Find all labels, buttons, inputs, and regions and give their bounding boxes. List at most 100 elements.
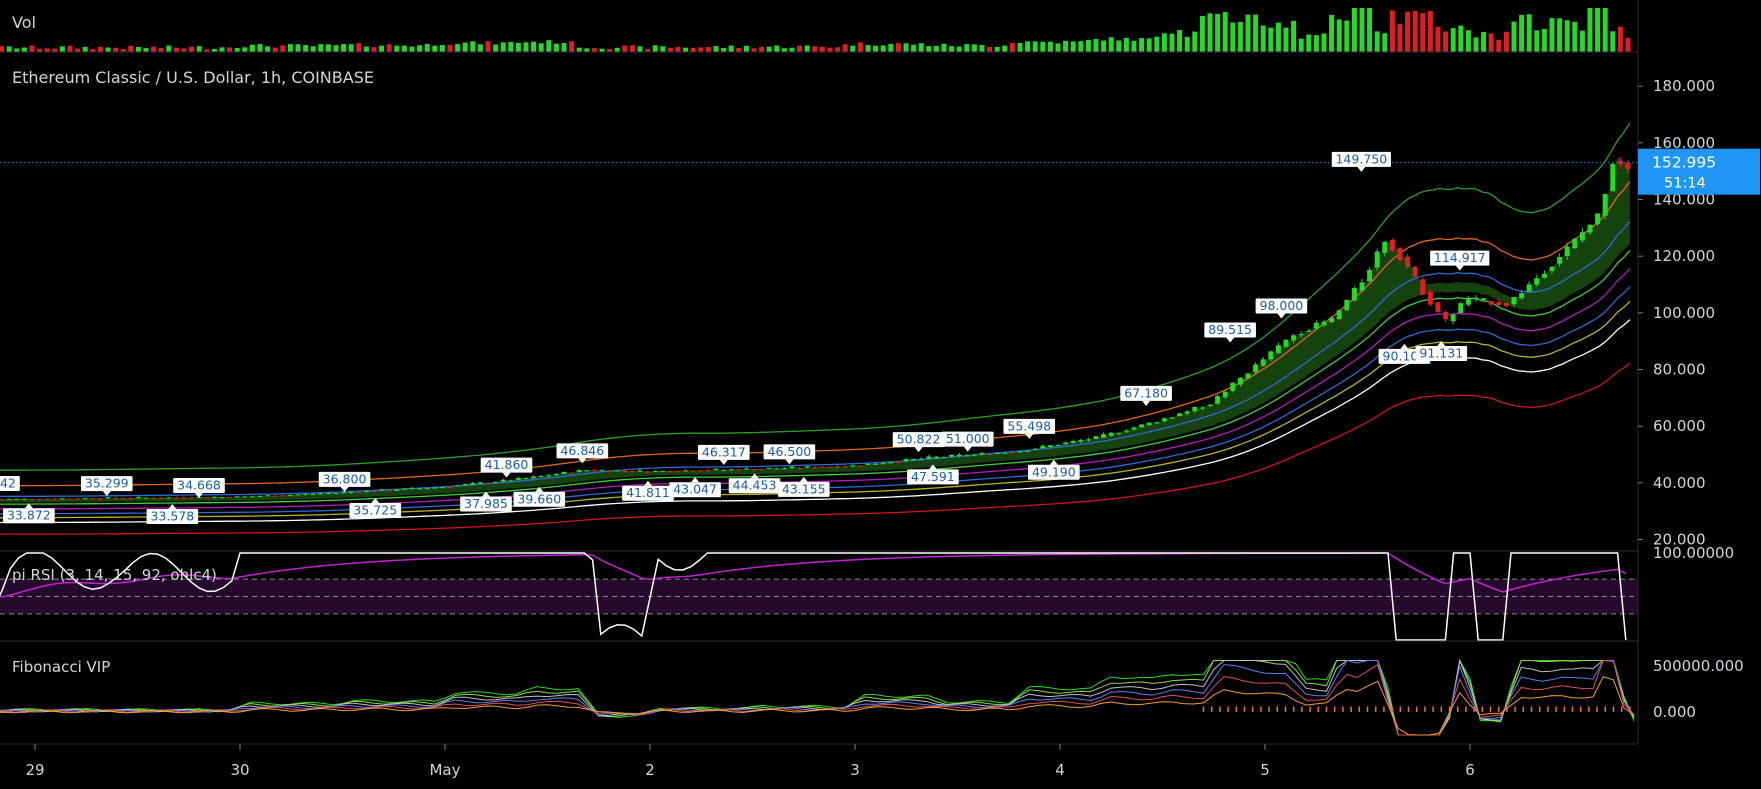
volume-bar: [1351, 8, 1357, 52]
price-label-text: 55.498: [1007, 418, 1051, 433]
volume-bar: [956, 46, 962, 52]
candle-body: [1169, 417, 1175, 419]
price-label-box: [318, 471, 371, 487]
price-label-pointer: [535, 486, 544, 492]
volume-bar: [447, 44, 453, 52]
candle-body: [895, 461, 901, 463]
candle-body: [1511, 297, 1517, 305]
fibonacci-pane: [0, 658, 1635, 736]
candle-body: [120, 498, 126, 500]
volume-bar: [1291, 20, 1297, 52]
trend-fill-area: [0, 157, 1630, 503]
volume-bar: [911, 44, 917, 52]
candle-body: [204, 497, 210, 499]
price-label-box: [480, 457, 533, 473]
candle-body: [173, 497, 179, 499]
fibonacci-pane-label[interactable]: Fibonacci VIP: [12, 658, 111, 676]
price-label-pointer: [691, 477, 700, 483]
volume-bar: [272, 47, 278, 52]
candle-body: [1230, 382, 1236, 391]
volume-bar: [1002, 45, 1008, 52]
price-label: 46.317: [698, 444, 750, 465]
volume-bar: [1101, 40, 1107, 52]
price-label-box: [669, 482, 721, 498]
candle-body: [1040, 445, 1046, 449]
candle-body: [880, 463, 886, 465]
candle-body: [721, 469, 727, 471]
volume-bar: [1275, 22, 1281, 52]
volume-bar: [37, 48, 43, 52]
last-price-countdown: 51:14: [1664, 176, 1706, 192]
volume-bar: [1116, 40, 1122, 52]
volume-bar: [1541, 29, 1547, 52]
candle-body: [211, 497, 217, 499]
symbol-title[interactable]: Ethereum Classic / U.S. Dollar, 1h, COIN…: [12, 68, 374, 87]
fib-line: [0, 676, 1635, 736]
candle-body: [1579, 232, 1585, 241]
price-label: 49.190: [1028, 459, 1080, 480]
candle-body: [477, 482, 483, 484]
volume-bar: [774, 45, 780, 52]
candle-body: [1002, 452, 1008, 454]
volume-bar: [1595, 8, 1601, 52]
candle-body: [789, 466, 795, 469]
price-tick-label: 40.000: [1653, 474, 1706, 492]
volume-bar: [1199, 16, 1205, 52]
candle-body: [363, 490, 369, 492]
price-axis[interactable]: 20.000 40.000 60.000 80.000 100.000 120.000 14…: [1638, 77, 1744, 721]
candle-body: [1017, 451, 1023, 453]
time-axis[interactable]: 29 30 May 2 3 4 5 6: [25, 744, 1475, 779]
volume-bar: [546, 40, 552, 52]
price-label: 43.155: [777, 476, 830, 497]
volume-bar: [1336, 19, 1342, 53]
price-label: 149.750: [1331, 151, 1391, 172]
candle-body: [1199, 407, 1205, 409]
price-label-text: 36.800: [323, 471, 367, 486]
candle-body: [21, 498, 27, 500]
candle-body: [1245, 373, 1251, 379]
price-label: 39.660: [513, 486, 566, 507]
volume-bar: [242, 47, 248, 52]
volume-bar: [325, 44, 331, 52]
candle-body: [1298, 334, 1304, 336]
candle-body: [926, 456, 932, 459]
price-tick-label: 160.000: [1653, 134, 1715, 152]
volume-bar: [781, 48, 787, 52]
volume-bar: [561, 43, 567, 52]
volume-bar: [903, 43, 909, 52]
price-label: 46.846: [556, 443, 609, 464]
rsi-pane-label[interactable]: pi RSI (3, 14, 15, 92, ohlc4): [12, 566, 217, 584]
candle-body: [1116, 432, 1122, 434]
candle-body: [29, 499, 35, 501]
price-label: 41.811: [622, 480, 674, 501]
candle-body: [447, 486, 453, 488]
volume-bar: [987, 46, 993, 52]
volume-bar: [766, 46, 772, 52]
volume-bar: [1123, 37, 1129, 52]
candle-body: [523, 478, 529, 480]
price-label-box: [1415, 345, 1468, 361]
candle-body: [1237, 377, 1243, 385]
price-label-text: 90.104: [1383, 348, 1427, 363]
volume-bar: [82, 46, 88, 52]
volume-bar: [348, 44, 354, 52]
candle-body: [842, 466, 848, 468]
price-label-text: 91.131: [1419, 345, 1463, 360]
volume-bar: [1329, 14, 1335, 52]
band-magenta: [0, 268, 1631, 510]
price-label-pointer: [578, 458, 587, 464]
candle-body: [1108, 432, 1114, 436]
candle-body: [979, 453, 985, 455]
volume-bar: [1032, 41, 1038, 52]
candle-body: [1382, 241, 1388, 253]
candle-body: [1435, 302, 1441, 313]
volume-bar: [219, 47, 225, 52]
volume-bar: [14, 48, 20, 52]
candle-body: [751, 469, 757, 471]
volume-bar: [1526, 14, 1532, 52]
candle-body: [812, 467, 818, 469]
volume-bar: [439, 45, 445, 52]
volume-bar: [1169, 33, 1175, 52]
volume-bar: [318, 44, 324, 52]
